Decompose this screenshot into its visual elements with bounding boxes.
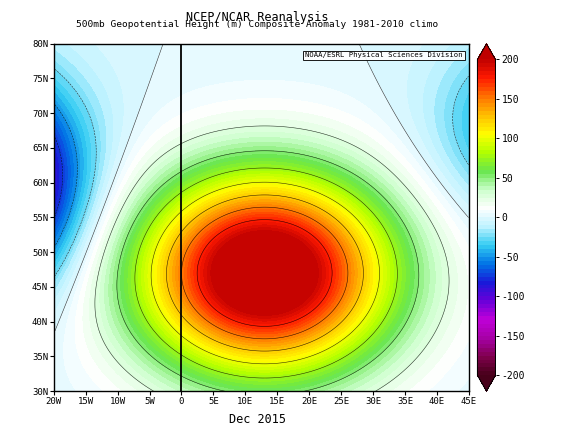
- Text: 500mb Geopotential Height (m) Composite Anomaly 1981-2010 climo: 500mb Geopotential Height (m) Composite …: [76, 20, 438, 29]
- PathPatch shape: [477, 375, 496, 391]
- Text: NOAA/ESRL Physical Sciences Division: NOAA/ESRL Physical Sciences Division: [305, 52, 463, 59]
- PathPatch shape: [477, 44, 496, 59]
- Text: Dec 2015: Dec 2015: [229, 413, 285, 426]
- Text: NCEP/NCAR Reanalysis: NCEP/NCAR Reanalysis: [186, 11, 328, 24]
